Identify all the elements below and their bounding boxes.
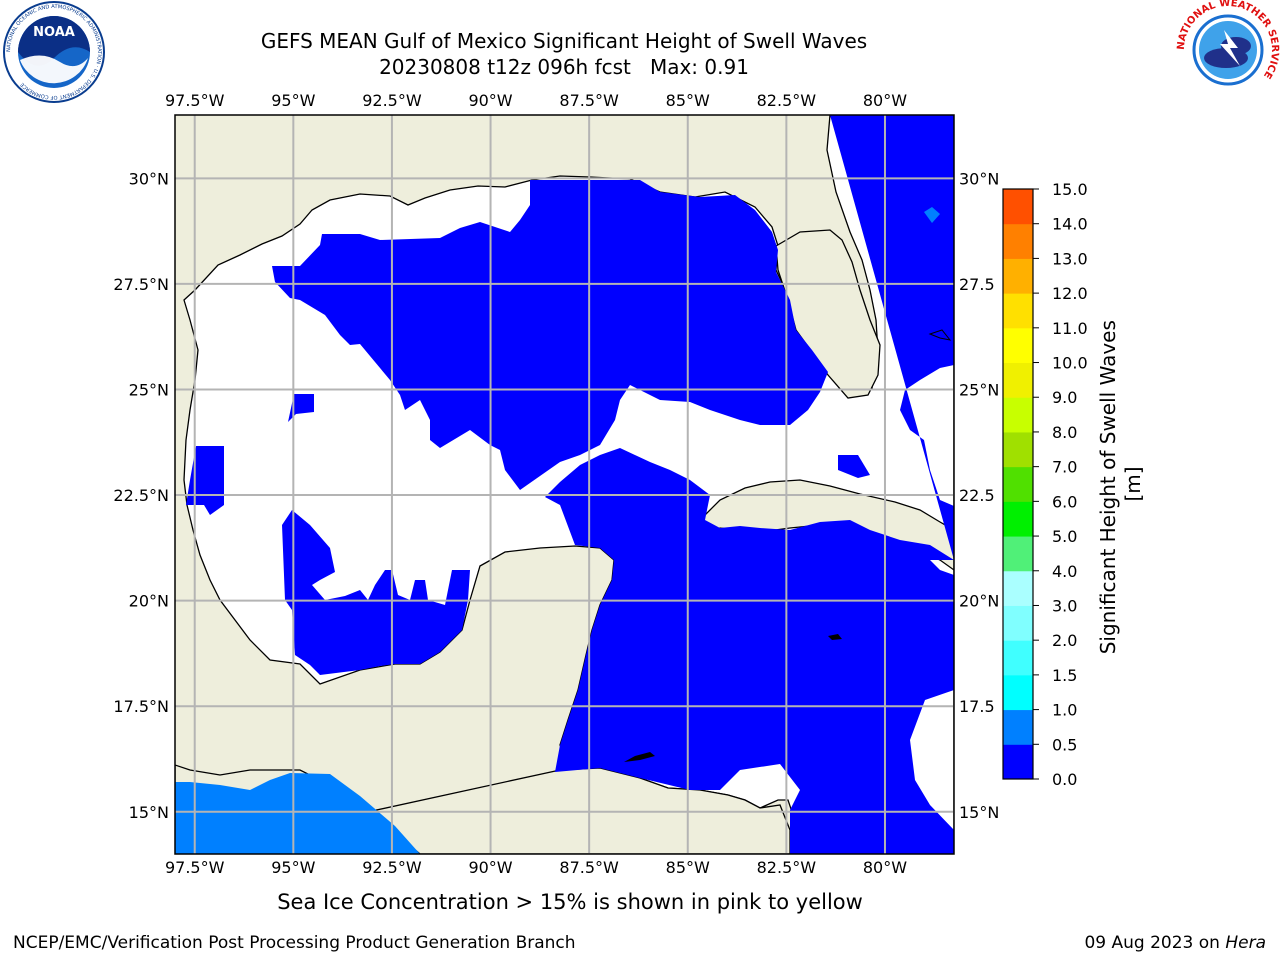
map-subtitle: 20230808 t12z 096h fcst Max: 0.91 bbox=[379, 55, 749, 79]
lon-tick-top: 95°W bbox=[271, 91, 315, 110]
colorbar-segment bbox=[1003, 466, 1033, 502]
colorbar-tick-label: 0.0 bbox=[1052, 770, 1077, 789]
colorbar-tick-label: 11.0 bbox=[1052, 319, 1088, 338]
lat-tick-right: 20°N bbox=[959, 592, 999, 611]
cayman-islands bbox=[828, 634, 842, 640]
lat-tick-right: 22.5 bbox=[959, 486, 995, 505]
swell-band-0-0.5 bbox=[288, 394, 314, 422]
swell-band-0-0.5 bbox=[545, 115, 954, 854]
colorbar-tick-label: 8.0 bbox=[1052, 423, 1077, 442]
graticule bbox=[175, 115, 954, 854]
lat-tick-left: 25°N bbox=[129, 380, 169, 399]
lat-tick-right: 27.5 bbox=[959, 275, 995, 294]
colorbar-segment bbox=[1003, 223, 1033, 259]
colorbar-frame bbox=[1002, 188, 1034, 780]
swell-band-0-0.5 bbox=[272, 180, 828, 490]
colorbar-segment bbox=[1003, 397, 1033, 433]
colorbar-tick-label: 14.0 bbox=[1052, 215, 1088, 234]
lat-tick-right: 17.5 bbox=[959, 697, 995, 716]
footer-host: Hera bbox=[1225, 933, 1266, 953]
swell-band-0-0.5 bbox=[838, 455, 870, 478]
colorbar-segment bbox=[1003, 362, 1033, 398]
noaa-logo: NOAA NATIONAL OCEANIC AND ATMOSPHERIC AD… bbox=[2, 0, 106, 104]
lon-tick-top: 87.5°W bbox=[559, 91, 619, 110]
colorbar-tick-label: 3.0 bbox=[1052, 596, 1077, 615]
lon-tick-top: 90°W bbox=[468, 91, 512, 110]
colorbar-segment bbox=[1003, 605, 1033, 641]
lon-tick-bottom: 92.5°W bbox=[362, 858, 422, 877]
noaa-logo-text: NOAA bbox=[33, 25, 75, 40]
lat-tick-left: 15°N bbox=[129, 803, 169, 822]
colorbar-tick-label: 13.0 bbox=[1052, 249, 1088, 268]
colorbar-segment bbox=[1003, 501, 1033, 537]
colorbar-tick-label: 10.0 bbox=[1052, 354, 1088, 373]
lat-tick-left: 30°N bbox=[129, 169, 169, 188]
lon-tick-bottom: 80°W bbox=[863, 858, 907, 877]
colorbar-segment bbox=[1003, 293, 1033, 329]
lon-tick-top: 85°W bbox=[666, 91, 710, 110]
bahamas-outline bbox=[928, 329, 952, 341]
colorbar-tick-label: 6.0 bbox=[1052, 492, 1077, 511]
colorbar-tick-label: 0.5 bbox=[1052, 735, 1077, 754]
colorbar-segment bbox=[1003, 189, 1033, 225]
lon-tick-bottom: 90°W bbox=[468, 858, 512, 877]
lon-tick-bottom: 87.5°W bbox=[559, 858, 619, 877]
colorbar-tick-label: 2.0 bbox=[1052, 631, 1077, 650]
colorbar-tick-label: 1.5 bbox=[1052, 666, 1077, 685]
lat-tick-left: 20°N bbox=[129, 592, 169, 611]
map-title: GEFS MEAN Gulf of Mexico Significant Hei… bbox=[260, 29, 868, 53]
map-frame bbox=[174, 114, 955, 855]
colorbar-tick-label: 15.0 bbox=[1052, 180, 1088, 199]
colorbar-segment bbox=[1003, 640, 1033, 676]
colorbar-tick-label: 9.0 bbox=[1052, 388, 1077, 407]
lat-tick-left: 27.5°N bbox=[113, 275, 169, 294]
lat-tick-left: 22.5°N bbox=[113, 486, 169, 505]
colorbar-tick-label: 5.0 bbox=[1052, 527, 1077, 546]
bay-islands bbox=[624, 752, 655, 762]
colorbar-tick-label: 7.0 bbox=[1052, 458, 1077, 477]
colorbar-tick-label: 1.0 bbox=[1052, 701, 1077, 720]
colorbar-label-line1: Significant Height of Swell Waves bbox=[1096, 320, 1120, 654]
lat-tick-right: 30°N bbox=[959, 169, 999, 188]
lon-tick-top: 82.5°W bbox=[757, 91, 817, 110]
colorbar-label-line2: [m] bbox=[1121, 466, 1145, 501]
colorbar: 0.0 0.5 1.0 1.5 2.0 3.0 4.0 5.0 6.0 7.0 8.0 9.0 10.0… bbox=[1003, 180, 1088, 789]
lon-tick-bottom: 82.5°W bbox=[757, 858, 817, 877]
footer-credit: NCEP/EMC/Verification Post Processing Pr… bbox=[13, 933, 576, 953]
lon-tick-top: 92.5°W bbox=[362, 91, 422, 110]
colorbar-segment bbox=[1003, 327, 1033, 364]
lat-tick-left: 17.5°N bbox=[113, 697, 169, 716]
lon-tick-bottom: 85°W bbox=[666, 858, 710, 877]
colorbar-segment bbox=[1003, 709, 1033, 745]
colorbar-label: Significant Height of Swell Waves [m] bbox=[1096, 314, 1145, 655]
colorbar-segment bbox=[1003, 431, 1033, 468]
colorbar-tick-label: 12.0 bbox=[1052, 284, 1088, 303]
swell-band-0-0.5 bbox=[282, 510, 470, 675]
lat-tick-right: 25°N bbox=[959, 380, 999, 399]
axis-ticks: 97.5°W 97.5°W 95°W 95°W 92.5°W 92.5°W 90°W 90°W… bbox=[113, 91, 999, 877]
colorbar-segment bbox=[1003, 536, 1033, 572]
colorbar-segment bbox=[1003, 674, 1033, 711]
colorbar-segment bbox=[1003, 258, 1033, 294]
colorbar-segment bbox=[1003, 744, 1033, 780]
footer-date: 09 Aug 2023 on Hera bbox=[1084, 933, 1266, 953]
lat-tick-right: 15°N bbox=[959, 803, 999, 822]
colorbar-segment bbox=[1003, 570, 1033, 606]
lon-tick-bottom: 95°W bbox=[271, 858, 315, 877]
swell-band-0.5-1.0 bbox=[175, 773, 420, 854]
footer-date-text: 09 Aug 2023 on bbox=[1084, 933, 1226, 953]
lon-tick-top: 97.5°W bbox=[165, 91, 225, 110]
colorbar-tick-label: 4.0 bbox=[1052, 562, 1077, 581]
swell-band-0.5-1.0 bbox=[924, 207, 940, 223]
sea-ice-note: Sea Ice Concentration > 15% is shown in … bbox=[277, 890, 863, 914]
nws-logo: NATIONAL WEATHER SERVICE bbox=[1176, 0, 1280, 100]
lon-tick-bottom: 97.5°W bbox=[165, 858, 225, 877]
lon-tick-top: 80°W bbox=[863, 91, 907, 110]
